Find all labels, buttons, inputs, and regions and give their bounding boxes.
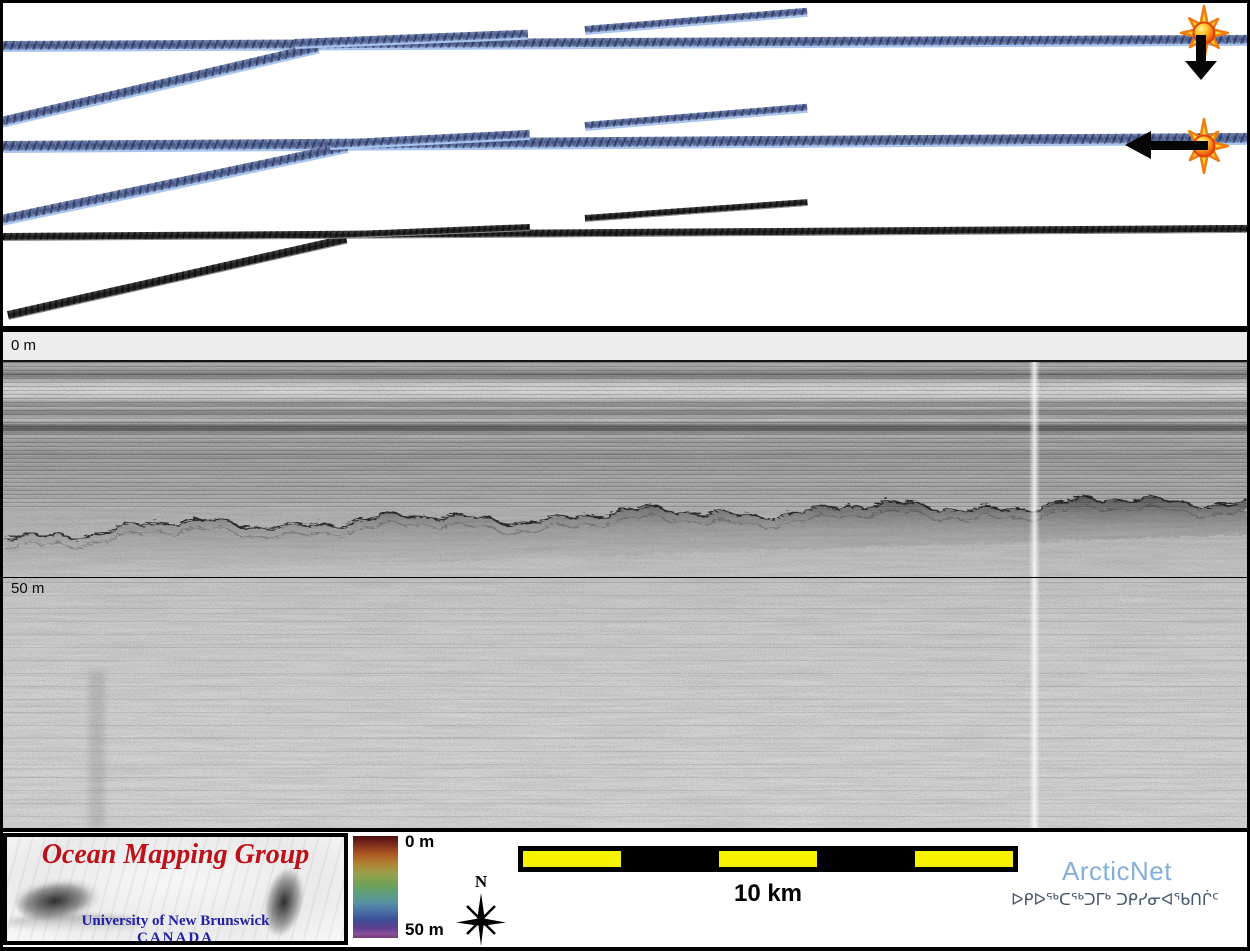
scale-segment (915, 851, 1013, 867)
survey-map-panel (3, 3, 1247, 326)
color-scale-bottom-label: 50 m (405, 920, 444, 939)
profile-surface-band (3, 332, 1247, 360)
left-arrow-icon (1125, 131, 1151, 159)
left-arrow-shaft (1150, 141, 1208, 150)
depth-color-scale-noise (353, 836, 398, 938)
sonar-seafloor-shadow (9, 915, 139, 931)
scale-segment (719, 851, 817, 867)
omg-title: Ocean Mapping Group (41, 839, 310, 870)
map-scale-bar (518, 846, 1018, 872)
survey-line-blue-2-diagonal (3, 142, 349, 226)
north-arrow-icon (456, 893, 506, 946)
omg-logo: Ocean Mapping Group University of New Br… (3, 833, 348, 945)
survey-line-blue-1-diagonal (3, 42, 320, 128)
omg-university: University of New Brunswick (81, 913, 270, 929)
depth-label-50m: 50 m (11, 580, 45, 597)
arcticnet-inuktitut-text: ᐅᑭᐅᖅᑕᖅᑐᒥᒃ ᑐᑭᓯᓂᐊᖃᑎᒌᑦ (1011, 890, 1219, 909)
survey-line-blue-2-offset-segment (584, 103, 808, 131)
scale-segment (621, 851, 719, 867)
down-arrow-icon (1185, 61, 1217, 80)
scale-segment (817, 851, 915, 867)
depth-label-0m: 0 m (11, 337, 37, 354)
legend-panel: Ocean Mapping Group University of New Br… (3, 832, 1247, 947)
survey-line-blue-1 (3, 34, 1247, 52)
depth-50m-gridline (3, 577, 1247, 578)
survey-line-blue-2 (3, 132, 1247, 153)
vertical-data-gap-streak (1029, 362, 1040, 828)
arcticnet-logo: ArcticNet (1062, 856, 1172, 886)
survey-line-dark-1 (3, 224, 1247, 241)
survey-line-blue-1-offset-segment (584, 7, 808, 35)
scale-segment (523, 851, 621, 867)
dark-column-smudge (89, 672, 105, 828)
subbottom-profile-panel: 0 m 50 m (3, 332, 1247, 828)
seafloor-reflector (3, 493, 1247, 574)
survey-line-dark-1-diagonal (7, 234, 348, 320)
down-arrow-shaft (1196, 35, 1206, 63)
scale-bar-label: 10 km (733, 880, 803, 907)
omg-country: CANADA (137, 930, 214, 945)
survey-line-dark-1-offset-segment (584, 199, 808, 222)
north-label: N (474, 872, 488, 891)
color-scale-top-label: 0 m (405, 832, 435, 851)
